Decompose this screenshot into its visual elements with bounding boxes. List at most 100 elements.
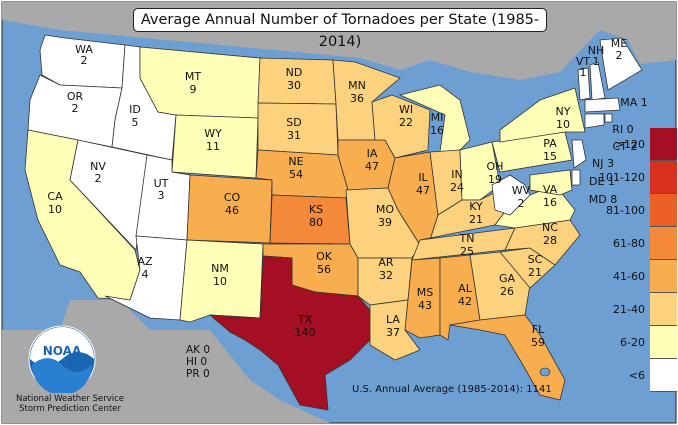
state-WI bbox=[371, 94, 431, 159]
state-value-vt: 1 bbox=[580, 66, 587, 79]
state-abbr-id: ID bbox=[129, 103, 141, 116]
state-value-mi: 16 bbox=[430, 124, 444, 137]
state-abbr-ne: NE bbox=[288, 155, 303, 168]
state-abbr-ks: KS bbox=[309, 203, 323, 216]
state-abbr-ky: KY bbox=[469, 200, 483, 213]
small-state-hi: HI 0 bbox=[186, 356, 208, 368]
state-abbr-ca: CA bbox=[47, 190, 63, 203]
legend-label-1: 101-120 bbox=[599, 171, 645, 184]
state-abbr-wi: WI bbox=[399, 103, 413, 116]
state-abbr-il: IL bbox=[418, 171, 428, 184]
legend-swatch-1 bbox=[650, 161, 677, 194]
state-value-mt: 9 bbox=[190, 83, 197, 96]
legend-label-3: 61-80 bbox=[613, 237, 645, 250]
state-abbr-mn: MN bbox=[348, 79, 366, 92]
state-ME bbox=[599, 37, 643, 91]
mexico-land bbox=[2, 300, 330, 423]
lake-okeechobee bbox=[539, 367, 551, 377]
us-average-text: U.S. Annual Average (1985-2014): 1141 bbox=[352, 384, 552, 395]
state-label-md: MD 8 bbox=[589, 193, 617, 206]
state-MI bbox=[398, 84, 471, 153]
noaa-caption-line2: Storm Prediction Center bbox=[19, 404, 121, 414]
state-MA bbox=[584, 97, 621, 113]
state-abbr-nd: ND bbox=[286, 66, 303, 79]
noaa-logo-text: NOAA bbox=[43, 344, 82, 358]
state-abbr-ny: NY bbox=[556, 105, 571, 118]
state-value-az: 4 bbox=[142, 268, 149, 281]
state-value-ga: 26 bbox=[500, 285, 514, 298]
state-value-wa: 2 bbox=[81, 54, 88, 67]
small-states-list: AK 0 HI 0 PR 0 bbox=[186, 344, 210, 380]
state-label-ct: CT 2 bbox=[613, 140, 638, 153]
state-value-al: 42 bbox=[458, 295, 472, 308]
state-label-de: DE 1 bbox=[589, 175, 615, 188]
state-TX bbox=[208, 255, 371, 411]
state-value-ny: 10 bbox=[556, 118, 570, 131]
state-abbr-vt: VT bbox=[576, 55, 591, 68]
state-abbr-nh: NH bbox=[588, 44, 605, 57]
state-abbr-la: LA bbox=[386, 313, 400, 326]
state-labels: WA2OR2CA10ID5NV2MT9WY11UT3AZ4CO46NM10ND3… bbox=[47, 37, 647, 349]
legend-label-4: 41-60 bbox=[613, 270, 645, 283]
legend-label-2: 81-100 bbox=[606, 204, 645, 217]
state-abbr-va: VA bbox=[543, 183, 558, 196]
state-value-il: 47 bbox=[416, 184, 430, 197]
state-value-sd: 31 bbox=[287, 129, 301, 142]
state-FL bbox=[449, 314, 566, 401]
state-DE bbox=[571, 169, 581, 186]
state-abbr-ar: AR bbox=[378, 256, 394, 269]
state-VT bbox=[577, 67, 591, 101]
state-value-pa: 15 bbox=[543, 150, 557, 163]
state-abbr-ut: UT bbox=[154, 177, 169, 190]
state-value-nc: 28 bbox=[543, 234, 557, 247]
state-abbr-wv: WV bbox=[512, 184, 531, 197]
state-value-in: 24 bbox=[450, 181, 464, 194]
state-abbr-nc: NC bbox=[542, 221, 558, 234]
state-value-or: 2 bbox=[72, 102, 79, 115]
state-value-co: 46 bbox=[225, 204, 239, 217]
noaa-caption: National Weather Service Storm Predictio… bbox=[5, 394, 135, 414]
small-state-pr: PR 0 bbox=[186, 368, 210, 380]
legend-label-0: >120 bbox=[614, 138, 645, 151]
legend-swatch-7 bbox=[650, 359, 677, 392]
state-value-tx: 140 bbox=[295, 326, 316, 339]
state-abbr-ga: GA bbox=[499, 272, 516, 285]
state-abbr-in: IN bbox=[451, 168, 462, 181]
legend-label-5: 21-40 bbox=[613, 303, 645, 316]
state-value-ia: 47 bbox=[365, 160, 379, 173]
state-value-oh: 19 bbox=[488, 173, 502, 186]
state-NY bbox=[499, 87, 586, 143]
state-value-ky: 21 bbox=[469, 213, 483, 226]
state-abbr-ms: MS bbox=[417, 286, 433, 299]
legend-swatch-5 bbox=[650, 293, 677, 326]
state-value-ca: 10 bbox=[48, 203, 62, 216]
legend-swatch-2 bbox=[650, 194, 677, 227]
legend-label-6: 6-20 bbox=[620, 336, 645, 349]
legend-swatches bbox=[650, 128, 677, 392]
state-value-la: 37 bbox=[386, 326, 400, 339]
state-value-wv: 2 bbox=[518, 197, 525, 210]
state-label-ri: RI 0 bbox=[612, 123, 633, 136]
state-abbr-oh: OH bbox=[487, 160, 504, 173]
state-RI bbox=[604, 113, 613, 123]
state-abbr-nm: NM bbox=[211, 262, 229, 275]
state-label-nj: NJ 3 bbox=[592, 157, 614, 170]
state-value-nv: 2 bbox=[95, 172, 102, 185]
small-state-ak: AK 0 bbox=[186, 344, 211, 356]
state-value-ut: 3 bbox=[158, 189, 165, 202]
state-value-wi: 22 bbox=[399, 116, 413, 129]
state-OH bbox=[459, 141, 501, 201]
noaa-logo: NOAA bbox=[28, 325, 96, 395]
state-value-nd: 30 bbox=[287, 79, 301, 92]
state-abbr-mt: MT bbox=[185, 70, 201, 83]
state-MD bbox=[529, 169, 573, 196]
map-title: Average Annual Number of Tornadoes per S… bbox=[133, 8, 547, 50]
state-value-sc: 21 bbox=[528, 266, 542, 279]
noaa-emblem-icon: NOAA bbox=[28, 325, 96, 395]
state-abbr-mo: MO bbox=[376, 203, 394, 216]
state-value-me: 2 bbox=[616, 49, 623, 62]
state-abbr-pa: PA bbox=[543, 137, 557, 150]
state-abbr-sc: SC bbox=[528, 253, 543, 266]
